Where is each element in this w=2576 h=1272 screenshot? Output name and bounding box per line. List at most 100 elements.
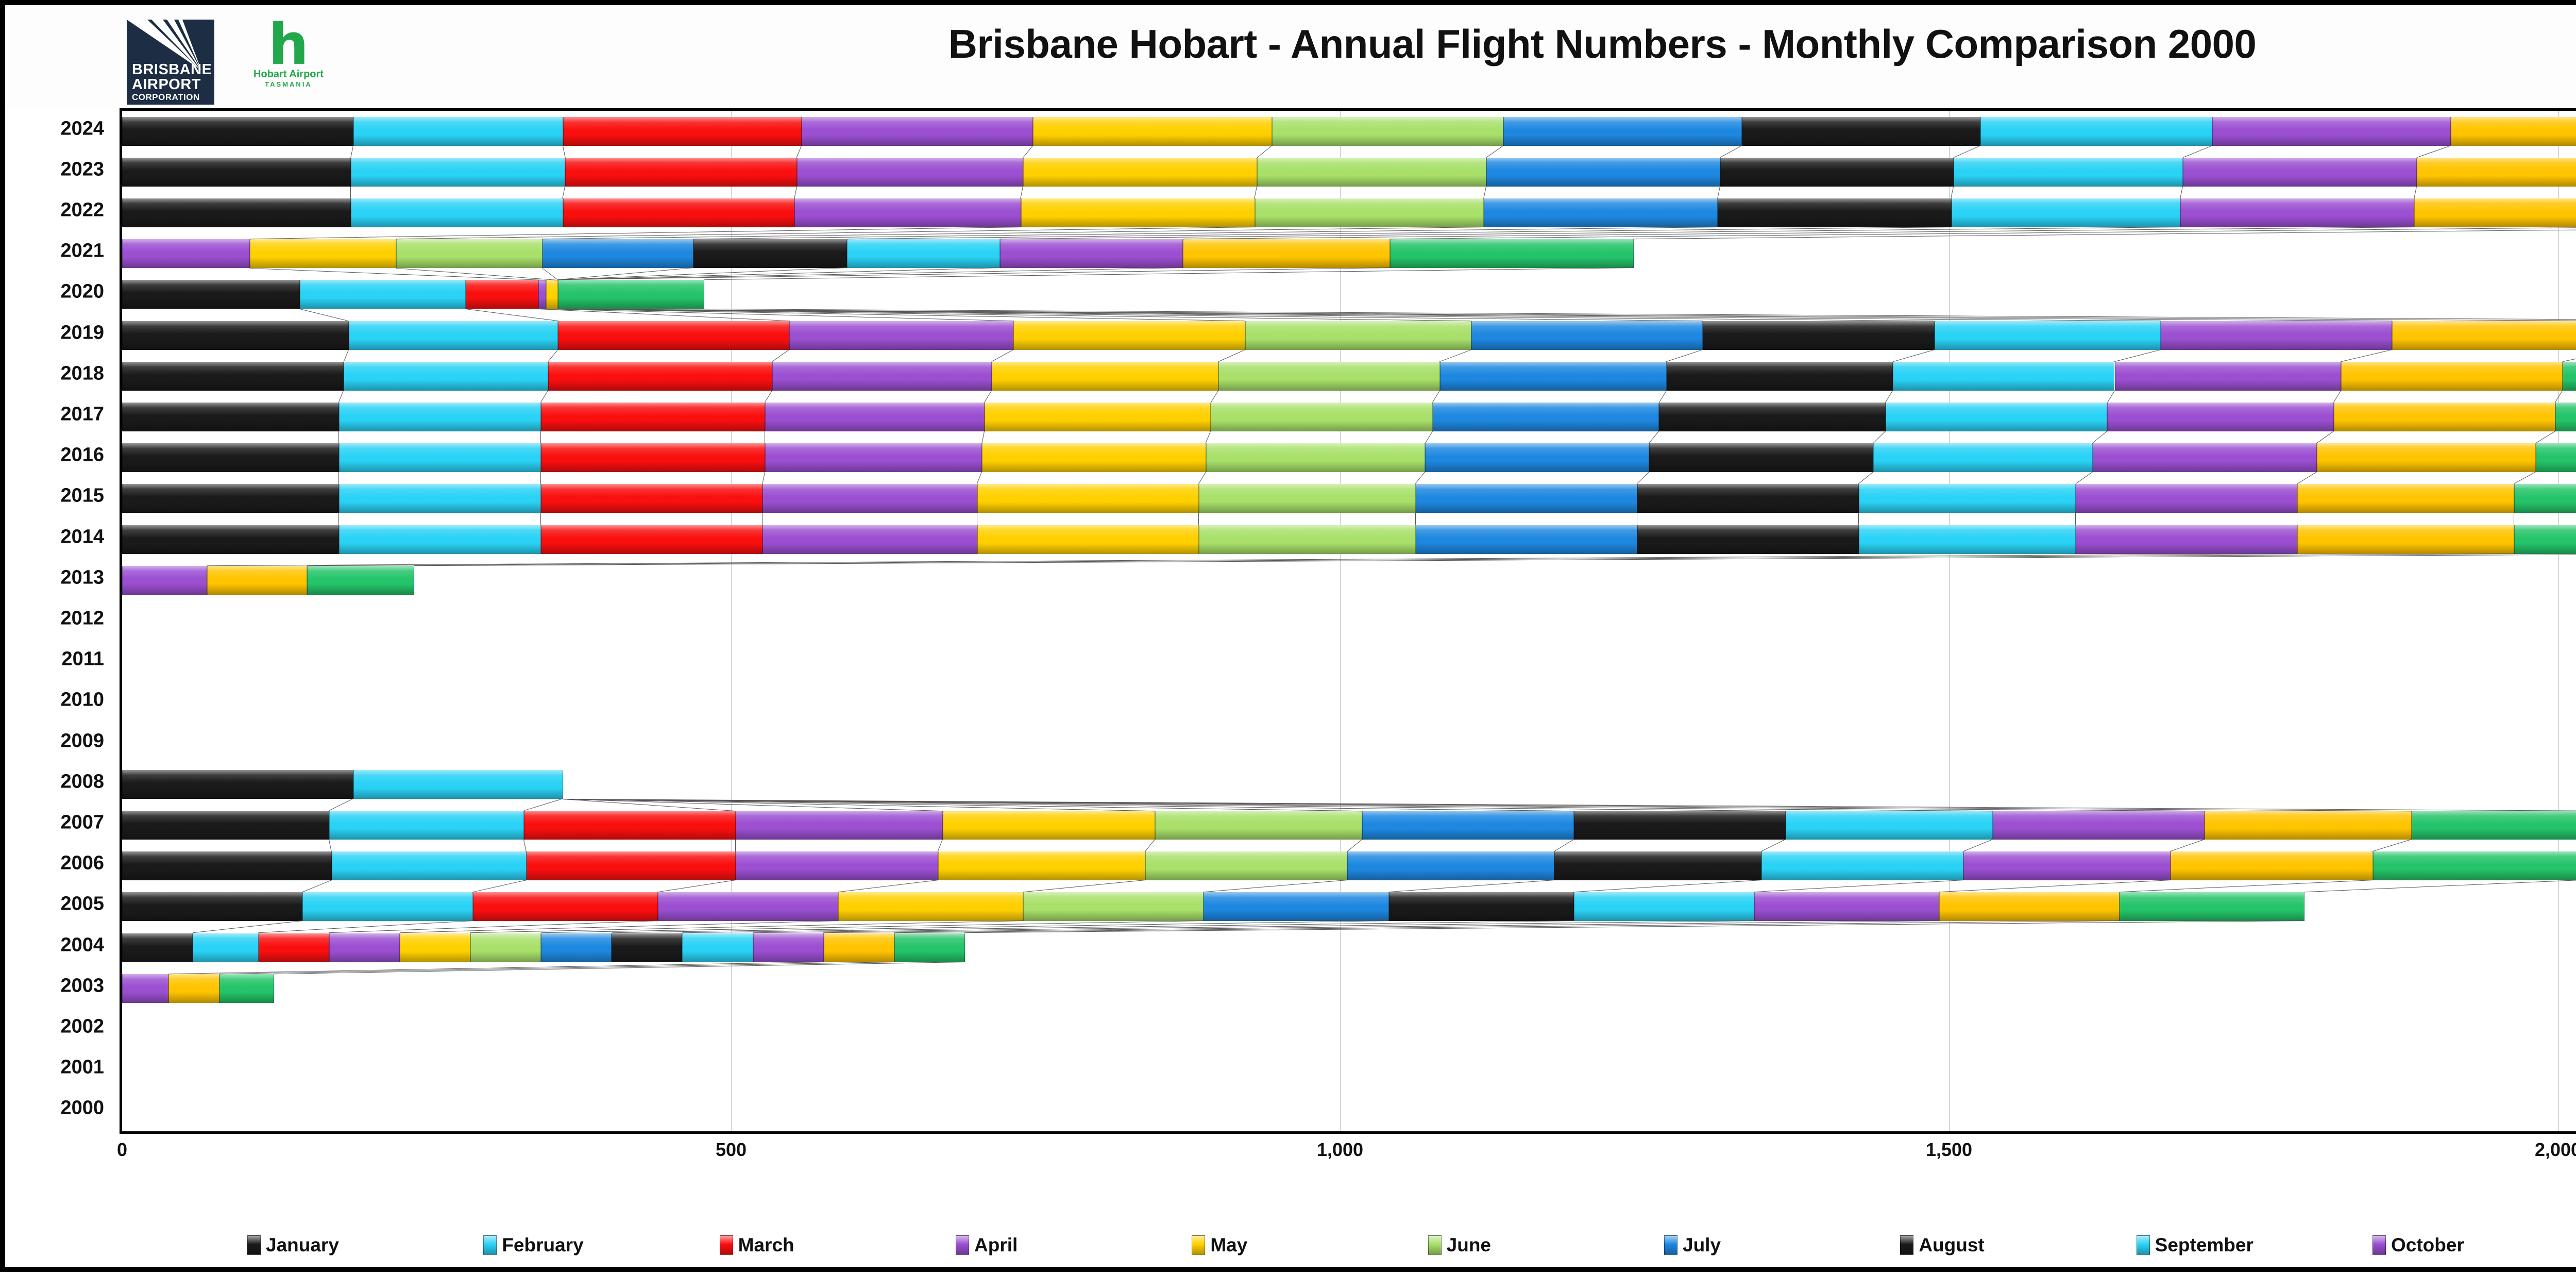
bar-segment-november[interactable] (2316, 443, 2536, 473)
bar-segment-march[interactable] (565, 157, 797, 187)
bar-segment-march[interactable] (541, 484, 763, 513)
bar-segment-march[interactable] (558, 321, 790, 350)
bar-segment-february[interactable] (300, 280, 466, 309)
bar-segment-july[interactable] (1483, 198, 1718, 227)
bar-segment-october[interactable] (2092, 443, 2317, 473)
bar-segment-july[interactable] (1503, 116, 1742, 146)
bar-segment-october[interactable] (1963, 851, 2171, 881)
bar-row[interactable] (122, 974, 2576, 1003)
bar-segment-july[interactable] (1432, 403, 1659, 431)
bar-segment-october[interactable] (2161, 321, 2393, 350)
bar-segment-july[interactable] (1204, 892, 1389, 922)
legend-item-june[interactable]: June (1428, 1234, 1491, 1256)
bar-segment-june[interactable] (1245, 321, 1472, 350)
bar-segment-june[interactable] (1272, 116, 1503, 146)
legend-item-april[interactable]: April (956, 1234, 1018, 1256)
bar-segment-august[interactable] (612, 933, 683, 962)
bar-segment-august[interactable] (1388, 892, 1574, 922)
bar-segment-january[interactable] (122, 525, 339, 554)
bar-segment-october[interactable] (122, 565, 208, 595)
bar-segment-june[interactable] (396, 239, 543, 269)
bar-segment-january[interactable] (122, 933, 193, 962)
bar-row[interactable] (122, 361, 2576, 391)
legend-item-august[interactable]: August (1900, 1234, 1985, 1256)
bar-segment-december[interactable] (2563, 361, 2576, 391)
bar-row[interactable] (122, 1096, 2576, 1125)
bar-segment-july[interactable] (1425, 443, 1650, 473)
bar-segment-february[interactable] (351, 157, 566, 187)
bar-segment-may[interactable] (838, 892, 1024, 922)
bar-segment-may[interactable] (938, 851, 1145, 881)
bar-segment-september[interactable] (1573, 892, 1754, 922)
bar-segment-june[interactable] (1218, 361, 1440, 391)
bar-segment-february[interactable] (338, 484, 541, 513)
bar-segment-july[interactable] (1486, 157, 1720, 187)
bar-segment-october[interactable] (1993, 811, 2205, 840)
bar-segment-march[interactable] (526, 851, 736, 881)
bar-segment-april[interactable] (736, 851, 938, 881)
bar-segment-june[interactable] (1198, 484, 1416, 513)
bar-segment-january[interactable] (122, 484, 339, 513)
bar-segment-january[interactable] (122, 892, 302, 922)
bar-segment-december[interactable] (1389, 239, 1634, 269)
bar-segment-october[interactable] (1754, 892, 1940, 922)
bar-segment-january[interactable] (122, 403, 339, 431)
bar-segment-june[interactable] (1023, 892, 1204, 922)
bar-row[interactable] (122, 1056, 2576, 1084)
legend-item-october[interactable]: October (2372, 1234, 2464, 1256)
bar-segment-october[interactable] (2180, 198, 2415, 227)
bar-segment-april[interactable] (802, 116, 1033, 146)
bar-segment-april[interactable] (765, 403, 985, 431)
bar-segment-may[interactable] (1013, 321, 1245, 350)
bar-segment-september[interactable] (1980, 116, 2212, 146)
bar-segment-may[interactable] (250, 239, 396, 269)
bar-segment-april[interactable] (794, 198, 1021, 227)
bar-segment-december[interactable] (307, 565, 415, 595)
bar-segment-july[interactable] (1347, 851, 1555, 881)
bar-segment-september[interactable] (1761, 851, 1964, 881)
bar-segment-november[interactable] (1939, 892, 2120, 922)
bar-segment-september[interactable] (1886, 403, 2108, 431)
bar-segment-march[interactable] (541, 525, 763, 554)
bar-row[interactable] (122, 892, 2576, 922)
bar-segment-october[interactable] (122, 974, 168, 1003)
bar-segment-january[interactable] (122, 198, 351, 227)
bar-row[interactable] (122, 116, 2576, 146)
legend-item-may[interactable]: May (1192, 1234, 1247, 1256)
bar-segment-december[interactable] (2536, 443, 2576, 473)
bar-segment-september[interactable] (1893, 361, 2115, 391)
bar-row[interactable] (122, 443, 2576, 473)
bar-segment-march[interactable] (258, 933, 329, 962)
bar-row[interactable] (122, 280, 2576, 309)
bar-segment-april[interactable] (772, 361, 992, 391)
bar-segment-april[interactable] (658, 892, 839, 922)
bar-segment-november[interactable] (2171, 851, 2373, 881)
bar-segment-february[interactable] (353, 769, 563, 799)
bar-segment-february[interactable] (193, 933, 259, 962)
bar-row[interactable] (122, 403, 2576, 431)
bar-row[interactable] (122, 565, 2576, 595)
bar-segment-october[interactable] (2075, 484, 2298, 513)
bar-row[interactable] (122, 1015, 2576, 1044)
bar-segment-june[interactable] (1155, 811, 1362, 840)
bar-segment-july[interactable] (1471, 321, 1703, 350)
bar-segment-april[interactable] (762, 484, 977, 513)
bar-row[interactable] (122, 647, 2576, 676)
bar-segment-may[interactable] (1023, 157, 1258, 187)
bar-segment-july[interactable] (1415, 484, 1637, 513)
bar-row[interactable] (122, 239, 2576, 269)
bar-segment-july[interactable] (1439, 361, 1667, 391)
bar-segment-may[interactable] (977, 525, 1199, 554)
bar-segment-february[interactable] (338, 443, 541, 473)
bar-segment-september[interactable] (1934, 321, 2161, 350)
bar-segment-august[interactable] (693, 239, 847, 269)
bar-row[interactable] (122, 688, 2576, 717)
bar-segment-june[interactable] (1257, 157, 1486, 187)
bar-row[interactable] (122, 811, 2576, 840)
bar-segment-april[interactable] (789, 321, 1014, 350)
bar-segment-september[interactable] (846, 239, 1001, 269)
bar-segment-february[interactable] (348, 321, 558, 350)
bar-segment-november[interactable] (2297, 525, 2514, 554)
bar-segment-december[interactable] (2514, 484, 2576, 513)
bar-segment-august[interactable] (1666, 361, 1893, 391)
